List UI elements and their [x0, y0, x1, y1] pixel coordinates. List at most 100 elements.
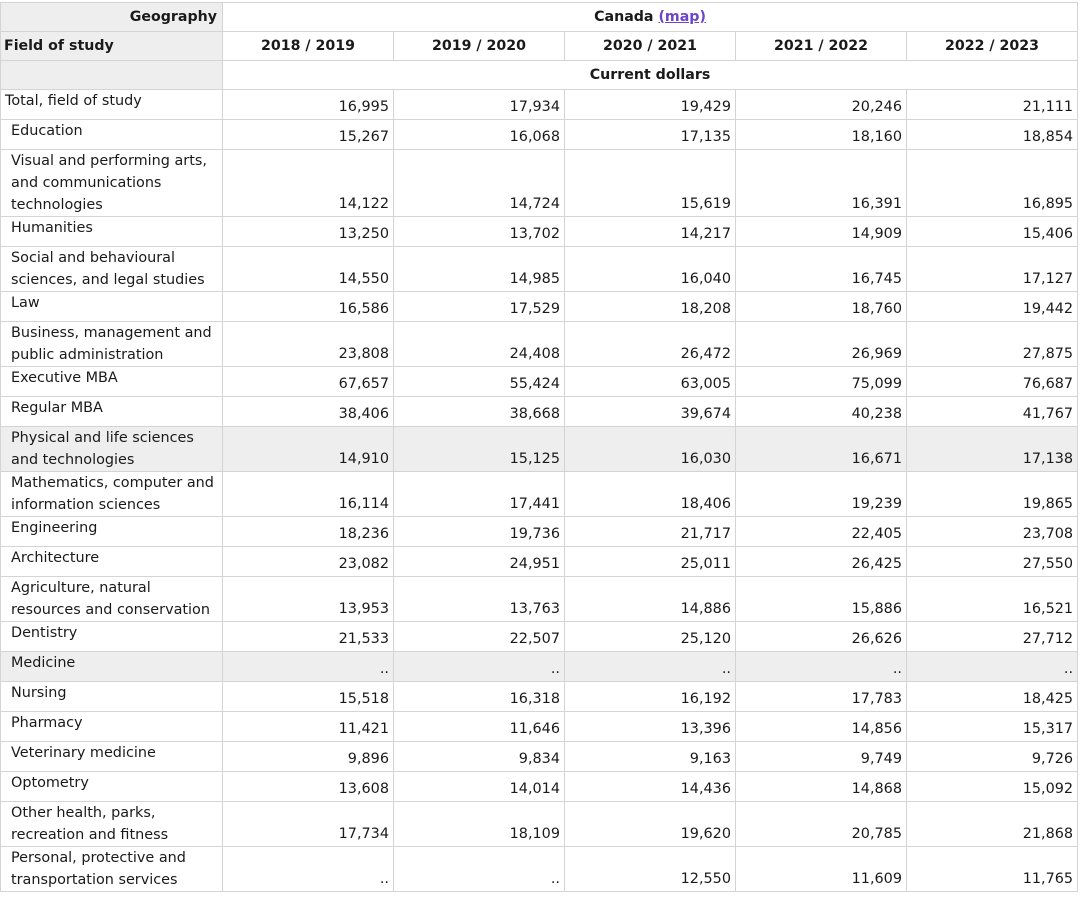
tuition-value-cell: 24,408: [393, 321, 565, 367]
tuition-value-cell: 17,138: [905, 426, 1079, 472]
tuition-value-cell: 15,317: [905, 711, 1079, 742]
tuition-value-cell: 20,246: [735, 89, 907, 120]
table-row: Other health, parks, recreation and fitn…: [0, 801, 1079, 847]
tuition-value-cell: 38,406: [222, 396, 394, 427]
tuition-value-cell: 15,619: [564, 149, 736, 217]
tuition-value-cell: 15,518: [222, 681, 394, 712]
tuition-value-cell: 41,767: [905, 396, 1079, 427]
table-body: Total, field of study 16,995 17,934 19,429 2…: [0, 89, 1079, 892]
tuition-value-cell: 55,424: [393, 366, 565, 397]
tuition-value-cell: 14,910: [222, 426, 394, 472]
tuition-value-cell: 18,109: [393, 801, 565, 847]
tuition-value-cell: 9,163: [564, 741, 736, 772]
tuition-value-cell: ..: [393, 651, 565, 682]
tuition-value-cell: 14,550: [222, 246, 394, 292]
table-row: Nursing 15,518 16,318 16,192 17,783 18,425: [0, 681, 1079, 712]
tuition-value-cell: 26,626: [735, 621, 907, 652]
blank-header-cell: [0, 60, 223, 90]
field-of-study-cell: Executive MBA: [0, 366, 223, 397]
tuition-value-cell: 67,657: [222, 366, 394, 397]
field-of-study-cell: Nursing: [0, 681, 223, 712]
tuition-value-cell: 14,436: [564, 771, 736, 802]
tuition-value-cell: 17,934: [393, 89, 565, 120]
tuition-value-cell: 19,736: [393, 516, 565, 547]
field-of-study-cell: Mathematics, computer and information sc…: [0, 471, 223, 517]
tuition-value-cell: 18,854: [905, 119, 1079, 150]
year-header: 2021 / 2022: [735, 31, 907, 61]
tuition-value-cell: 15,886: [735, 576, 907, 622]
tuition-value-cell: 16,040: [564, 246, 736, 292]
tuition-value-cell: 39,674: [564, 396, 736, 427]
tuition-value-cell: 27,550: [905, 546, 1079, 577]
field-of-study-cell: Business, management and public administ…: [0, 321, 223, 367]
map-link[interactable]: (map): [658, 9, 706, 25]
tuition-value-cell: 19,429: [564, 89, 736, 120]
tuition-value-cell: 17,127: [905, 246, 1079, 292]
table-row: Social and behavioural sciences, and leg…: [0, 246, 1079, 292]
tuition-value-cell: ..: [564, 651, 736, 682]
tuition-value-cell: 17,529: [393, 291, 565, 322]
tuition-value-cell: 24,951: [393, 546, 565, 577]
tuition-value-cell: 16,318: [393, 681, 565, 712]
tuition-value-cell: 38,668: [393, 396, 565, 427]
tuition-value-cell: 17,734: [222, 801, 394, 847]
tuition-value-cell: 13,702: [393, 216, 565, 247]
tuition-value-cell: 14,724: [393, 149, 565, 217]
tuition-value-cell: 17,135: [564, 119, 736, 150]
tuition-value-cell: 11,765: [905, 846, 1079, 892]
table-row: Education 15,267 16,068 17,135 18,160 18,854: [0, 119, 1079, 150]
tuition-value-cell: 21,533: [222, 621, 394, 652]
year-header: 2019 / 2020: [393, 31, 565, 61]
tuition-value-cell: 18,406: [564, 471, 736, 517]
table-row: Dentistry 21,533 22,507 25,120 26,626 27,712: [0, 621, 1079, 652]
table-row: Total, field of study 16,995 17,934 19,429 2…: [0, 89, 1079, 120]
tuition-value-cell: 23,708: [905, 516, 1079, 547]
tuition-value-cell: 14,122: [222, 149, 394, 217]
tuition-value-cell: 16,745: [735, 246, 907, 292]
year-header-row: Field of study 2018 / 2019 2019 / 2020 2…: [0, 31, 1079, 61]
tuition-value-cell: 27,875: [905, 321, 1079, 367]
tuition-value-cell: 16,068: [393, 119, 565, 150]
year-header: 2022 / 2023: [905, 31, 1079, 61]
field-of-study-cell: Personal, protective and transportation …: [0, 846, 223, 892]
tuition-value-cell: 16,671: [735, 426, 907, 472]
tuition-value-cell: 11,421: [222, 711, 394, 742]
tuition-value-cell: ..: [393, 846, 565, 892]
tuition-value-cell: 19,442: [905, 291, 1079, 322]
tuition-value-cell: 19,865: [905, 471, 1079, 517]
tuition-value-cell: 17,783: [735, 681, 907, 712]
tuition-value-cell: 14,868: [735, 771, 907, 802]
tuition-value-cell: 14,217: [564, 216, 736, 247]
year-header: 2018 / 2019: [222, 31, 394, 61]
tuition-value-cell: 26,472: [564, 321, 736, 367]
tuition-value-cell: 18,425: [905, 681, 1079, 712]
tuition-value-cell: 13,608: [222, 771, 394, 802]
tuition-value-cell: 11,609: [735, 846, 907, 892]
table-row: Law 16,586 17,529 18,208 18,760 19,442: [0, 291, 1079, 322]
tuition-table: Geography Canada (map) Field of study 20…: [0, 2, 1079, 892]
tuition-value-cell: 15,125: [393, 426, 565, 472]
tuition-value-cell: 14,886: [564, 576, 736, 622]
tuition-value-cell: 16,995: [222, 89, 394, 120]
tuition-value-cell: 16,521: [905, 576, 1079, 622]
table-row: Medicine..........: [0, 651, 1079, 682]
tuition-value-cell: 21,717: [564, 516, 736, 547]
tuition-value-cell: 14,014: [393, 771, 565, 802]
tuition-value-cell: 21,111: [905, 89, 1079, 120]
table-row: Executive MBA 67,657 55,424 63,005 75,099 76,…: [0, 366, 1079, 397]
field-of-study-cell: Education: [0, 119, 223, 150]
field-of-study-cell: Medicine: [0, 651, 223, 682]
field-of-study-cell: Regular MBA: [0, 396, 223, 427]
field-of-study-cell: Social and behavioural sciences, and leg…: [0, 246, 223, 292]
table-row: Visual and performing arts, and communic…: [0, 149, 1079, 217]
tuition-value-cell: 16,895: [905, 149, 1079, 217]
field-of-study-cell: Optometry: [0, 771, 223, 802]
field-of-study-cell: Humanities: [0, 216, 223, 247]
table-row: Personal, protective and transportation …: [0, 846, 1079, 892]
table-row: Humanities 13,250 13,702 14,217 14,909 15,406: [0, 216, 1079, 247]
tuition-value-cell: 13,250: [222, 216, 394, 247]
table-row: Regular MBA 38,406 38,668 39,674 40,238 41,76…: [0, 396, 1079, 427]
field-of-study-cell: Veterinary medicine: [0, 741, 223, 772]
tuition-value-cell: 16,114: [222, 471, 394, 517]
tuition-value-cell: ..: [905, 651, 1079, 682]
